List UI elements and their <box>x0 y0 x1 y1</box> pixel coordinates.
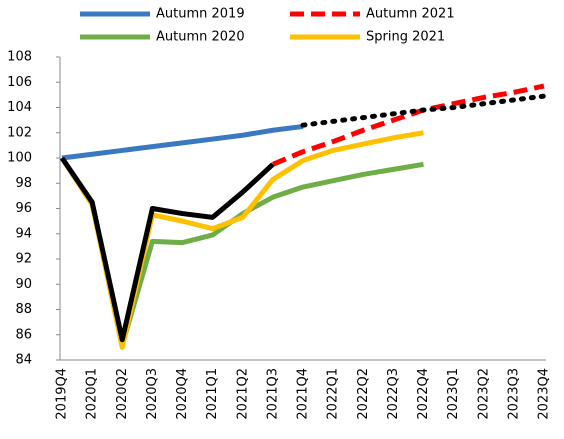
legend-label: Autumn 2021 <box>366 7 455 22</box>
x-tick-label: 2022Q3 <box>386 368 401 420</box>
x-tick-label: 2022Q4 <box>416 368 431 420</box>
y-tick-label: 88 <box>15 302 32 317</box>
series-line <box>59 156 275 343</box>
y-tick-label: 86 <box>15 327 32 342</box>
x-tick-label: 2020Q2 <box>115 368 130 420</box>
x-tick-label: 2023Q3 <box>506 368 521 420</box>
x-tick-label: 2022Q2 <box>356 368 371 420</box>
y-tick-label: 94 <box>15 226 32 241</box>
y-tick-label: 100 <box>7 151 32 166</box>
x-tick-label: 2019Q4 <box>55 368 70 420</box>
y-tick-label: 84 <box>15 353 32 368</box>
x-tick-label: 2023Q4 <box>537 368 552 420</box>
series-line <box>300 93 547 128</box>
x-tick-label: 2020Q3 <box>145 368 160 420</box>
legend-label: Autumn 2020 <box>156 30 245 45</box>
y-tick-label: 90 <box>15 277 32 292</box>
series-line <box>271 83 545 167</box>
series-line <box>61 123 304 161</box>
x-tick-label: 2020Q4 <box>175 368 190 420</box>
y-tick-label: 108 <box>7 50 32 65</box>
y-tick-label: 92 <box>15 252 32 267</box>
y-tick-label: 102 <box>7 125 32 140</box>
series-line <box>59 130 424 350</box>
x-tick-label: 2023Q1 <box>446 368 461 420</box>
y-tick-label: 104 <box>7 100 32 115</box>
x-tick-label: 2020Q1 <box>85 368 100 420</box>
y-tick-label: 96 <box>15 201 32 216</box>
x-tick-label: 2021Q2 <box>235 368 250 420</box>
y-tick-label: 98 <box>15 176 32 191</box>
x-tick-label: 2021Q1 <box>205 368 220 420</box>
y-tick-label: 106 <box>7 75 32 90</box>
legend-label: Spring 2021 <box>366 30 445 45</box>
x-tick-label: 2022Q1 <box>326 368 341 420</box>
x-tick-label: 2021Q3 <box>265 368 280 420</box>
x-tick-label: 2021Q4 <box>296 368 311 420</box>
x-tick-label: 2023Q2 <box>476 368 491 420</box>
legend-label: Autumn 2019 <box>156 7 245 22</box>
